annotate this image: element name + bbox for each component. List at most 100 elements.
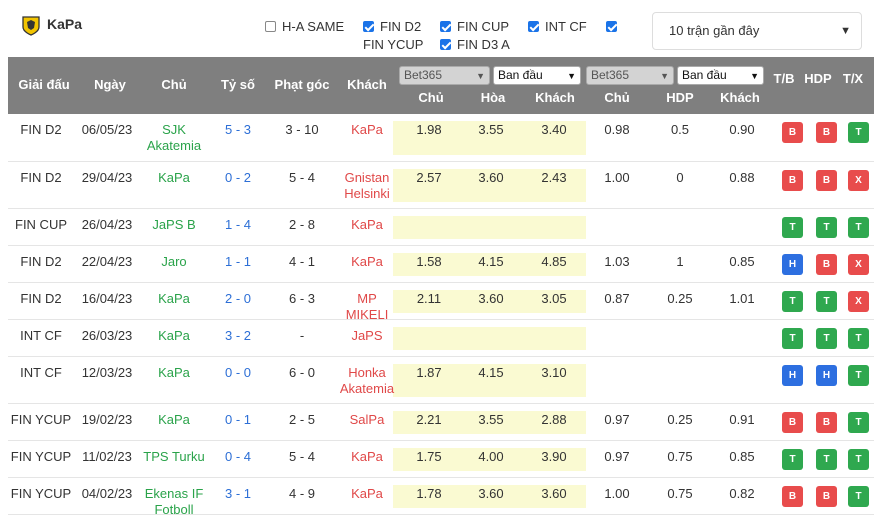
checkbox-checked-icon[interactable] xyxy=(440,21,451,32)
cell-league: FIN D2 xyxy=(20,122,62,137)
cell-corners: 6 - 0 xyxy=(288,365,315,380)
badge-tb: B xyxy=(782,170,803,191)
badge-tx: T xyxy=(848,486,869,507)
badge-hdp: B xyxy=(816,170,837,191)
cell-away-team[interactable]: KaPa xyxy=(351,254,383,269)
cell-score[interactable]: 1 - 1 xyxy=(224,254,251,269)
cell-away-team[interactable]: KaPa xyxy=(351,486,383,501)
checkbox-checked-icon[interactable] xyxy=(440,39,451,50)
badge-tx: T xyxy=(848,365,869,386)
cell-date: 16/04/23 xyxy=(81,291,133,306)
cell-odds-home: 1.58 xyxy=(416,254,442,269)
table-row: FIN D2 29/04/23 KaPa 0 - 2 5 - 4 Gnistan Hels… xyxy=(8,162,874,209)
filter-fin-ycup-checkbox[interactable] xyxy=(606,17,623,37)
match-count-select[interactable]: 10 trận gần đây ▼ xyxy=(652,12,862,50)
cell-odds-away: 2.88 xyxy=(541,412,567,427)
table-row: INT CF 26/03/23 KaPa 3 - 2- JaPS T T T xyxy=(8,320,874,357)
filter-fin-cup[interactable]: FIN CUP xyxy=(440,17,509,37)
cell-hdp-home: 0.98 xyxy=(604,122,630,137)
cell-score[interactable]: 0 - 0 xyxy=(224,365,251,380)
cell-home-team[interactable]: KaPa xyxy=(158,328,190,343)
odds-highlight xyxy=(393,169,586,202)
checkbox-checked-icon[interactable] xyxy=(363,21,374,32)
odds-highlight xyxy=(393,448,586,471)
cell-hdp-home: 1.00 xyxy=(604,486,630,501)
cell-away-team[interactable]: Gnistan Helsinki xyxy=(344,170,390,201)
cell-away-team[interactable]: KaPa xyxy=(351,449,383,464)
col-league: Giải đấu xyxy=(18,77,70,92)
cell-odds-home: 1.87 xyxy=(416,365,442,380)
bookmaker-select-hdp[interactable]: Bet365 ▼ xyxy=(586,66,674,85)
cell-score[interactable]: 0 - 1 xyxy=(224,412,251,427)
cell-hdp-away: 1.01 xyxy=(729,291,755,306)
cell-hdp-line: 0.25 xyxy=(667,412,693,427)
cell-home-team[interactable]: KaPa xyxy=(158,412,190,427)
filter-fin-ycup-label: FIN YCUP xyxy=(363,37,424,52)
cell-score[interactable]: 3 - 2 xyxy=(224,328,251,343)
checkbox-checked-icon[interactable] xyxy=(528,21,539,32)
cell-league: INT CF xyxy=(20,365,62,380)
top-bar: KaPa H-A SAME FIN D2 FIN CUP INT CF FIN … xyxy=(0,0,874,57)
checkbox-checked-icon[interactable] xyxy=(606,21,617,32)
odds-type-select[interactable]: Ban đầu ▼ xyxy=(493,66,581,85)
badge-hdp: T xyxy=(816,449,837,470)
filter-fin-d3-a[interactable]: FIN D3 A xyxy=(440,35,510,55)
cell-home-team[interactable]: KaPa xyxy=(158,291,190,306)
cell-score[interactable]: 0 - 4 xyxy=(224,449,251,464)
cell-away-team[interactable]: MP MIKELI xyxy=(345,291,389,322)
cell-home-team[interactable]: KaPa xyxy=(158,365,190,380)
col-result-tb: T/B xyxy=(773,71,795,86)
cell-away-team[interactable]: KaPa xyxy=(351,217,383,232)
cell-score[interactable]: 2 - 0 xyxy=(224,291,251,306)
cell-odds-home: 2.57 xyxy=(416,170,442,185)
cell-odds-away: 3.05 xyxy=(541,291,567,306)
col-hdp-line: HDP xyxy=(666,90,694,105)
cell-home-team[interactable]: Ekenas IF Fotboll xyxy=(144,486,204,515)
filter-label: FIN D3 A xyxy=(457,37,510,52)
cell-score[interactable]: 3 - 1 xyxy=(224,486,251,501)
cell-odds-draw: 3.60 xyxy=(478,291,504,306)
filter-fin-d2[interactable]: FIN D2 xyxy=(363,17,421,37)
chevron-down-icon: ▼ xyxy=(840,25,851,37)
cell-home-team[interactable]: KaPa xyxy=(158,170,190,185)
odds-highlight xyxy=(393,253,586,276)
cell-away-team[interactable]: KaPa xyxy=(351,122,383,137)
table-row: FIN D2 16/04/23 KaPa 2 - 0 6 - 3 MP MIKELI 2.1… xyxy=(8,283,874,322)
cell-date: 06/05/23 xyxy=(81,122,133,137)
bookmaker-select-odds[interactable]: Bet365 ▼ xyxy=(399,66,490,85)
cell-home-team[interactable]: Jaro xyxy=(161,254,187,269)
cell-home-team[interactable]: JaPS B xyxy=(152,217,196,232)
cell-score[interactable]: 1 - 4 xyxy=(224,217,251,232)
badge-tx: T xyxy=(848,328,869,349)
cell-away-team[interactable]: SalPa xyxy=(349,412,385,427)
col-hdp-away: Khách xyxy=(720,90,760,105)
cell-date: 26/03/23 xyxy=(81,328,133,343)
cell-hdp-away: 0.85 xyxy=(729,449,755,464)
cell-corners: 6 - 3 xyxy=(288,291,315,306)
filter-h-a-same[interactable]: H-A SAME xyxy=(265,17,344,37)
chevron-down-icon: ▼ xyxy=(660,71,669,81)
cell-away-team[interactable]: JaPS xyxy=(351,328,383,343)
badge-tb: B xyxy=(782,412,803,433)
cell-away-team[interactable]: Honka Akatemia xyxy=(339,365,395,396)
cell-odds-draw: 3.55 xyxy=(478,412,504,427)
odds-highlight xyxy=(393,327,586,350)
odds-highlight xyxy=(393,290,586,313)
cell-hdp-line: 0.5 xyxy=(670,122,690,137)
checkbox-icon[interactable] xyxy=(265,21,276,32)
match-count-value: 10 trận gần đây xyxy=(669,23,760,38)
badge-tb: T xyxy=(782,291,803,312)
cell-corners: 5 - 4 xyxy=(288,170,315,185)
cell-odds-home: 1.98 xyxy=(416,122,442,137)
filter-int-cf[interactable]: INT CF xyxy=(528,17,587,37)
hdp-type-value: Ban đầu xyxy=(682,68,727,82)
badge-hdp: H xyxy=(816,365,837,386)
cell-score[interactable]: 0 - 2 xyxy=(224,170,251,185)
cell-home-team[interactable]: SJK Akatemia xyxy=(146,122,202,153)
cell-score[interactable]: 5 - 3 xyxy=(224,122,251,137)
hdp-type-select[interactable]: Ban đầu ▼ xyxy=(677,66,764,85)
bookmaker-value: Bet365 xyxy=(591,68,630,82)
cell-home-team[interactable]: TPS Turku xyxy=(143,449,205,464)
odds-highlight xyxy=(393,364,586,397)
